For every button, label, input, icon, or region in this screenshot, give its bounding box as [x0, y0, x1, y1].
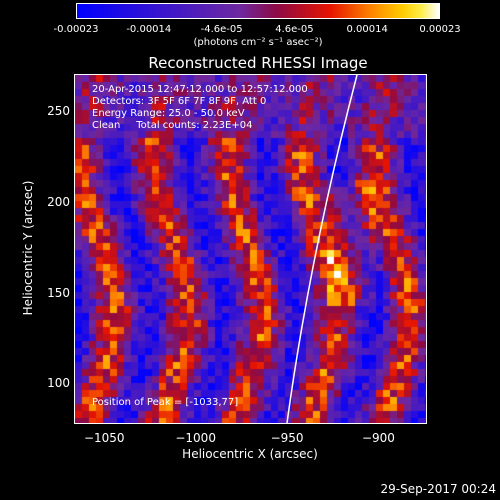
colorbar-tick-label: 0.00014 — [346, 24, 388, 35]
colorbar-tick-label: 4.6e-05 — [275, 24, 314, 35]
colorbar — [76, 3, 440, 19]
annotation-method: Clean Total counts: 2.23E+04 — [92, 120, 253, 131]
colorbar-tick-label: -0.00014 — [126, 24, 172, 35]
heatmap-image — [75, 75, 426, 423]
x-tick-label: −950 — [270, 431, 304, 445]
colorbar-tick-label: -4.6e-05 — [200, 24, 243, 35]
y-tick-label: 200 — [47, 194, 70, 209]
colorbar-unit-label: (photons cm⁻² s⁻¹ asec⁻²) — [193, 37, 323, 48]
x-axis-label: Heliocentric X (arcsec) — [182, 447, 318, 461]
annotation-detectors: Detectors: 3F 5F 6F 7F 8F 9F, Att 0 — [92, 96, 267, 107]
chart-title: Reconstructed RHESSI Image — [148, 54, 368, 72]
y-axis-label: Heliocentric Y (arcsec) — [21, 180, 35, 316]
plot-frame — [74, 74, 427, 424]
y-tick-label: 150 — [47, 285, 70, 300]
solar-limb-line — [286, 75, 358, 423]
y-tick-label: 100 — [47, 376, 70, 391]
annotation-peak: Position of Peak = [-1033,77] — [92, 397, 239, 408]
colorbar-tick-label: 0.00023 — [419, 24, 461, 35]
annotation-time: 20-Apr-2015 12:47:12.000 to 12:57:12.000 — [92, 84, 308, 95]
footer-timestamp: 29-Sep-2017 00:24 — [380, 482, 496, 496]
x-tick-label: −900 — [361, 431, 395, 445]
x-tick-label: −1000 — [175, 431, 216, 445]
colorbar-tick-label: -0.00023 — [53, 24, 99, 35]
x-tick-label: −1050 — [83, 431, 125, 445]
y-tick-label: 250 — [47, 104, 70, 119]
limb-curve — [286, 75, 358, 423]
annotation-energy: Energy Range: 25.0 - 50.0 keV — [92, 108, 245, 119]
